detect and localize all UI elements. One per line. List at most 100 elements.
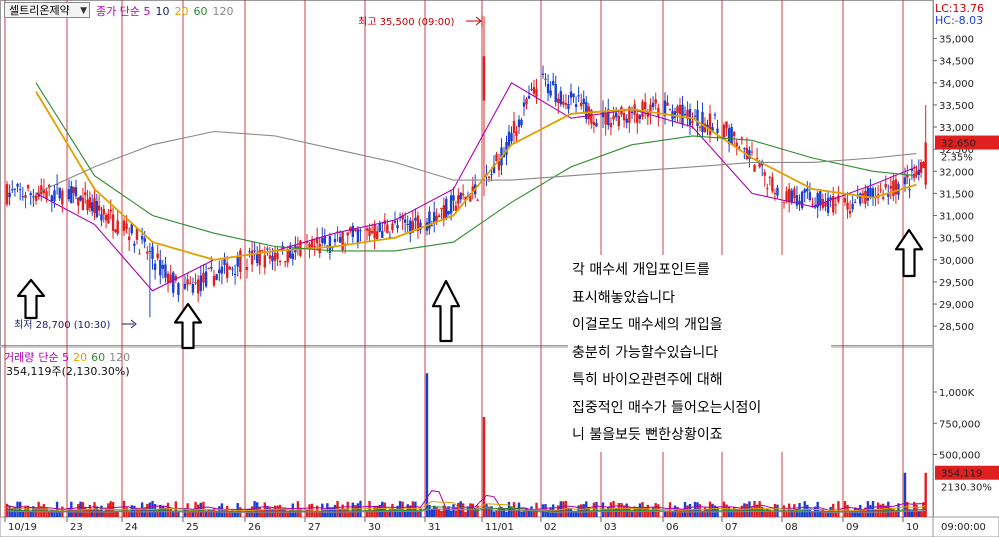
candle-body [922, 162, 925, 168]
candle-body [544, 78, 547, 80]
candle-body [829, 197, 832, 200]
candle-body [469, 193, 472, 202]
volume-bar [393, 508, 397, 517]
candle-body [567, 103, 570, 110]
candle-body [607, 109, 610, 126]
time-label: 09:00:00 [941, 522, 986, 533]
legend-ma5: 종가 단순 5 [96, 5, 151, 18]
candle-body [437, 215, 441, 218]
current-change-label: 2.35% [941, 153, 973, 164]
candle-body [676, 106, 679, 114]
volume-bar [532, 511, 536, 517]
candle-body [263, 255, 267, 268]
volume-bar [487, 506, 491, 517]
candle-body [53, 190, 56, 202]
volume-bar [416, 511, 420, 517]
candle-body [255, 253, 259, 263]
volume-bar [97, 509, 101, 517]
candle-body [318, 244, 321, 254]
candle-body [93, 198, 96, 214]
note-line: 니 불을보듯 뻔한상황이죠 [572, 427, 723, 443]
candle-body [471, 186, 474, 192]
candle-body [442, 205, 446, 219]
candle-body [207, 268, 210, 270]
candle-body [517, 119, 521, 128]
legend-ma120: 120 [212, 5, 234, 18]
candle-body [386, 224, 389, 234]
volume-bar [212, 508, 216, 517]
volume-bar [490, 506, 493, 517]
volume-tick-label: 500,000 [939, 451, 980, 462]
candle-body [595, 123, 598, 127]
volume-bar [592, 502, 596, 517]
volume-bar [294, 510, 297, 517]
candle-body [308, 244, 311, 250]
candle-body [328, 236, 332, 253]
low-price-label: 최저 28,700 (10:30) [14, 319, 110, 331]
candle-body [490, 173, 493, 175]
candle-body [569, 91, 573, 98]
volume-bar [620, 502, 623, 517]
candle-body [218, 269, 221, 274]
volume-bar [546, 509, 550, 517]
volume-bar [826, 511, 830, 517]
volume-bar [186, 503, 189, 517]
volume-bar [887, 501, 890, 517]
volume-bar [138, 509, 141, 517]
candle-body [111, 214, 115, 231]
volume-bar [604, 509, 607, 517]
volume-bar [628, 507, 631, 517]
candle-body [502, 153, 506, 157]
volume-bar [233, 511, 237, 517]
volume-bar [29, 511, 32, 517]
stock-name-dropdown[interactable]: 셀트리온제약 ▼ [4, 2, 90, 18]
candle-body [641, 101, 644, 117]
candle-body [917, 169, 920, 175]
volume-bar [492, 511, 496, 517]
volume-bar [286, 510, 289, 517]
volume-bar [469, 503, 472, 517]
candle-body [354, 229, 357, 232]
volume-bar [601, 502, 605, 517]
candle-body [750, 151, 754, 153]
candle-body [649, 104, 652, 114]
volume-bar [894, 510, 898, 517]
candle-body [763, 172, 766, 176]
candle-body [430, 225, 434, 227]
candle-body [396, 224, 399, 229]
candle-body [127, 236, 131, 241]
candle-body [177, 283, 180, 295]
volume-bar [722, 501, 726, 517]
volume-bar [641, 502, 644, 517]
volume-bar [711, 503, 714, 517]
stock-name: 셀트리온제약 [9, 4, 70, 17]
x-tick-label: 26 [248, 522, 261, 533]
candle-body [225, 263, 229, 278]
candle-body [735, 142, 738, 147]
volume-bar [449, 510, 453, 517]
candle-body [800, 191, 804, 208]
high-price-label: 최고 35,500 (09:00) [358, 16, 454, 28]
volume-bar [643, 507, 647, 517]
volume-bar [663, 511, 667, 517]
candle-body [286, 250, 289, 263]
candle-body [510, 133, 513, 142]
volume-bar [114, 511, 117, 517]
candle-body [250, 250, 254, 265]
volume-bar [771, 511, 774, 517]
candle-body [910, 169, 914, 171]
volume-ma-line [6, 507, 926, 513]
candle-body [447, 211, 450, 214]
price-tick-label: 31,500 [939, 189, 974, 200]
candle-body [919, 162, 923, 173]
volume-bar [223, 510, 226, 517]
candle-body [703, 123, 707, 133]
candle-body [433, 212, 436, 223]
candle-body [562, 101, 565, 105]
candle-body [346, 232, 349, 236]
volume-bar [544, 504, 547, 517]
candle-body [716, 128, 719, 133]
candle-body [156, 253, 159, 259]
volume-bar [5, 503, 9, 517]
volume-bar [47, 511, 51, 517]
